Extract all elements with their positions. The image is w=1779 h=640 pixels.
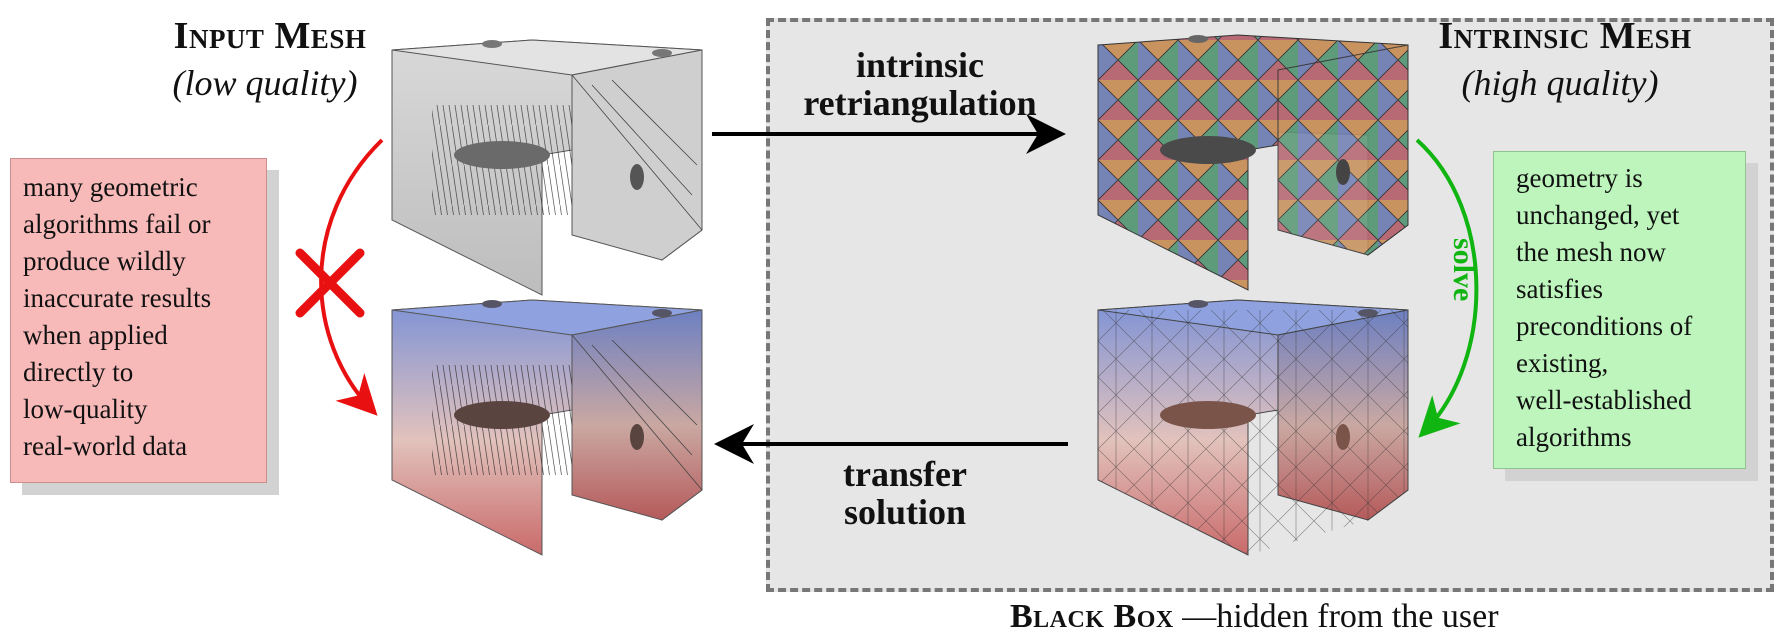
transfer-solution-label-line1: transfer [843,454,967,494]
success-note-line: preconditions of [1516,311,1693,341]
failure-note-line: real-world data [23,431,188,461]
success-note-line: geometry is [1516,163,1643,193]
retriangulation-label-line2: retriangulation [803,83,1037,123]
black-box-title: Black Box [1010,598,1174,635]
failure-note-line: when applied [23,320,168,350]
black-box-caption: Black Box —hidden from the user [1010,598,1499,636]
retriangulation-label-line1: intrinsic [855,45,984,85]
transfer-solution-label-line2: solution [843,492,967,532]
failure-note-line: low-quality [23,394,148,424]
retriangulation-label: intrinsic retriangulation [780,46,1060,122]
intrinsic-mesh-title: Intrinsic Mesh [1410,14,1720,58]
cross-icon [295,248,365,318]
success-note-line: well-established [1516,385,1692,415]
failure-note-line: many geometric [23,172,198,202]
failure-note-line: directly to [23,357,134,387]
failure-note-line: algorithms fail or [23,209,211,239]
fail-arrow [319,138,384,416]
failure-note-line: inaccurate results [23,283,212,313]
transfer-solution-label: transfer solution [780,455,1030,531]
success-note-line: unchanged, yet [1516,200,1680,230]
input-mesh-subtitle: (low quality) [172,63,358,103]
success-note-line: algorithms [1516,422,1632,452]
intrinsic-mesh-title-text: Intrinsic Mesh [1438,15,1692,57]
solve-label: solve [1447,238,1480,302]
intrinsic-mesh-subtitle: (high quality) [1461,63,1659,103]
input-mesh-title-text: Input Mesh [173,15,367,57]
solve-arrow [1415,138,1479,438]
success-note: geometry is unchanged, yet the mesh now … [1493,151,1746,469]
success-note-line: the mesh now [1516,237,1666,267]
failure-note-line: produce wildly [23,246,186,276]
success-note-line: existing, [1516,348,1609,378]
input-mesh-title: Input Mesh [160,14,380,58]
black-box-caption-text: —hidden from the user [1173,598,1499,635]
success-note-line: satisfies [1516,274,1603,304]
failure-note: many geometric algorithms fail or produc… [10,158,267,483]
